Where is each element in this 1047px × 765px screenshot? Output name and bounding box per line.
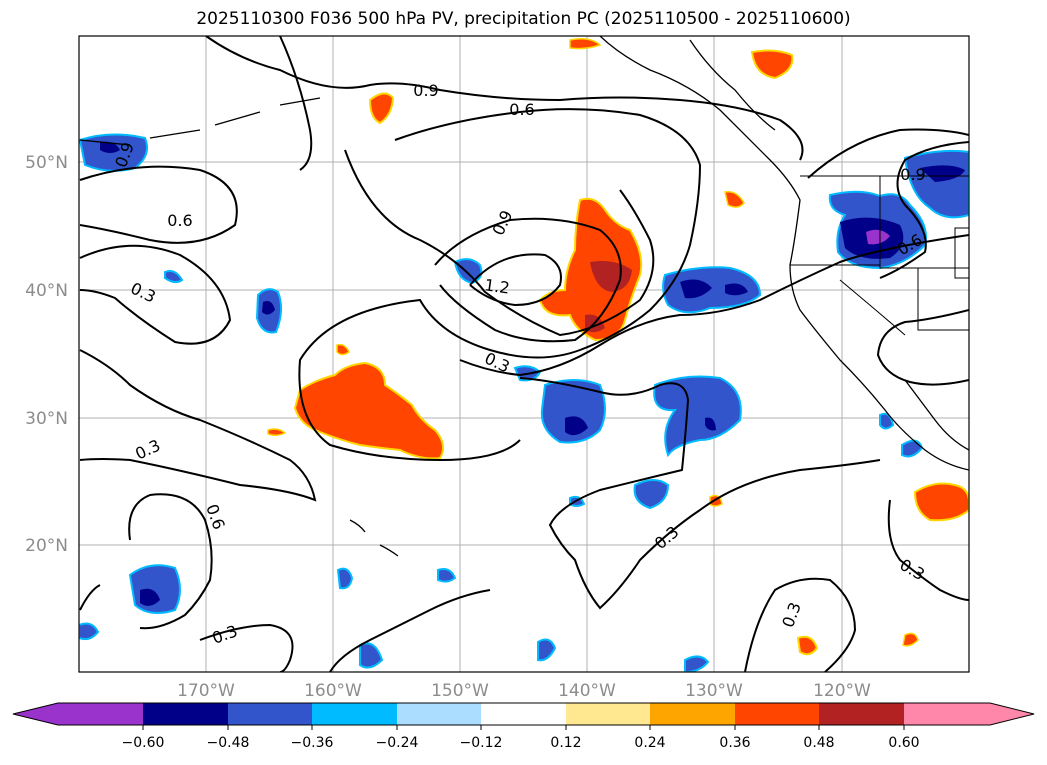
lat-label: 30°N bbox=[25, 409, 68, 429]
colorbar-segment bbox=[228, 703, 312, 725]
lon-label: 130°W bbox=[685, 681, 743, 701]
lon-label: 150°W bbox=[431, 681, 489, 701]
colorbar-extend-high bbox=[990, 703, 1034, 725]
contour-label: 1.2 bbox=[483, 275, 511, 297]
colorbar-tick-label: 0.36 bbox=[719, 735, 750, 751]
map-title: 2025110300 F036 500 hPa PV, precipitatio… bbox=[196, 9, 851, 29]
lat-label: 50°N bbox=[25, 153, 68, 173]
colorbar-tick-label: −0.36 bbox=[291, 735, 334, 751]
colorbar-segment bbox=[819, 703, 904, 725]
negative-precip-areas bbox=[79, 133, 969, 672]
lat-label: 20°N bbox=[25, 536, 68, 556]
colorbar-segment bbox=[481, 703, 566, 725]
lon-label: 140°W bbox=[558, 681, 616, 701]
colorbar-tick-label: 0.12 bbox=[550, 735, 581, 751]
colorbar-segment bbox=[58, 703, 143, 725]
colorbar-tick-label: 0.48 bbox=[803, 735, 834, 751]
colorbar-segment bbox=[566, 703, 650, 725]
colorbar-tick-label: −0.48 bbox=[207, 735, 250, 751]
positive-precip-areas bbox=[267, 38, 969, 656]
colorbar-segment bbox=[397, 703, 481, 725]
colorbar-segment bbox=[735, 703, 819, 725]
plot-area bbox=[79, 36, 969, 672]
colorbar-tick-label: 0.60 bbox=[888, 735, 919, 751]
plot-frame bbox=[78, 35, 970, 673]
lon-label: 160°W bbox=[304, 681, 362, 701]
colorbar-tick-label: −0.12 bbox=[460, 735, 503, 751]
contour-label: 0.9 bbox=[413, 81, 438, 100]
colorbar-tick-label: 0.24 bbox=[634, 735, 665, 751]
colorbar-segment bbox=[312, 703, 397, 725]
colorbar-segment bbox=[143, 703, 228, 725]
pv-contours bbox=[79, 36, 969, 672]
contour-label: 0.9 bbox=[900, 165, 925, 184]
colorbar-segment bbox=[904, 703, 990, 725]
colorbar-outline bbox=[12, 702, 1035, 726]
colorbar: −0.60 −0.48 −0.36 −0.24 −0.12 0.12 0.24 … bbox=[12, 702, 1035, 751]
contour-label: 0.6 bbox=[167, 211, 192, 230]
colorbar-tick-label: −0.60 bbox=[122, 735, 165, 751]
contour-label: 0.6 bbox=[509, 100, 534, 119]
colorbar-extend-low bbox=[13, 703, 58, 725]
colorbar-tick-label: −0.24 bbox=[376, 735, 419, 751]
graticule bbox=[79, 36, 969, 672]
lat-label: 40°N bbox=[25, 281, 68, 301]
latitude-labels: 50°N 40°N 30°N 20°N bbox=[25, 153, 68, 556]
longitude-labels: 170°W 160°W 150°W 140°W 130°W 120°W bbox=[177, 681, 871, 701]
lon-label: 170°W bbox=[177, 681, 235, 701]
lon-label: 120°W bbox=[813, 681, 871, 701]
colorbar-segment bbox=[650, 703, 735, 725]
